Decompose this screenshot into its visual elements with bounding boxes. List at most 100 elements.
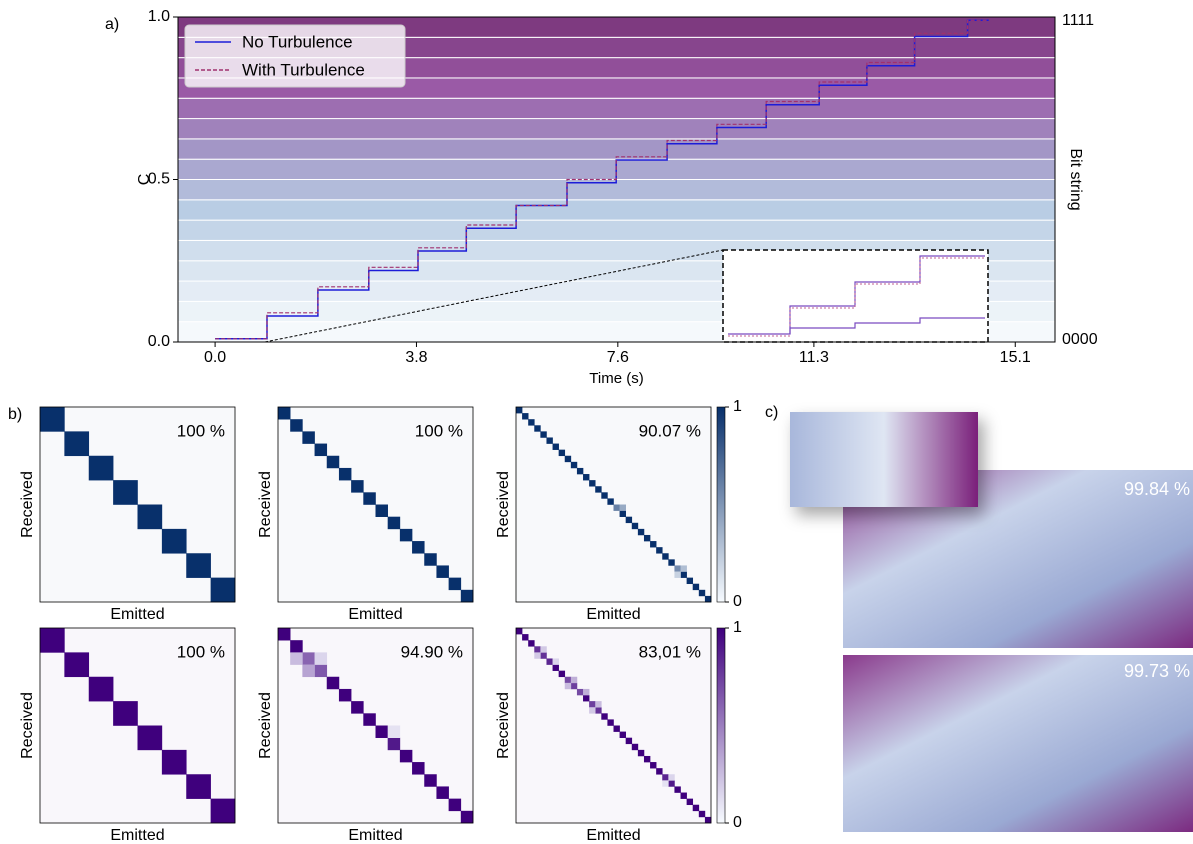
- heatmap-cell: [565, 456, 571, 462]
- heatmap-cell: [589, 480, 595, 486]
- heatmap-cell: [595, 701, 601, 707]
- heatmap-cell: [400, 529, 412, 541]
- x-axis-label: Emitted: [348, 827, 402, 844]
- x-tick-label: 7.6: [607, 349, 629, 366]
- heatmap-cell: [668, 559, 674, 565]
- heatmap-cell: [565, 677, 571, 683]
- x-tick-label: 11.3: [799, 349, 829, 366]
- heatmap-cell: [290, 640, 302, 652]
- heatmap-cell: [388, 517, 400, 529]
- background-band: [178, 200, 1055, 220]
- heatmap-cell: [656, 547, 662, 553]
- x-tick-label: 0.0: [204, 349, 226, 366]
- heatmap-cell: [528, 640, 534, 646]
- heatmap-cell: [693, 805, 699, 811]
- heatmap-cell: [89, 456, 114, 481]
- heatmap-cell: [674, 572, 680, 578]
- heatmap-cell: [186, 774, 211, 799]
- heatmap-cell: [302, 431, 314, 443]
- accuracy-label: 94.90 %: [401, 642, 463, 661]
- heatmap-cell: [601, 713, 607, 719]
- heatmap-cell: [687, 799, 693, 805]
- heatmap-cell: [553, 444, 559, 450]
- heatmap-cell: [687, 578, 693, 584]
- x-axis-label: Time (s): [589, 370, 643, 387]
- heatmap-cell: [674, 565, 680, 571]
- y-axis-label: C: [136, 174, 153, 186]
- heatmap-cell: [290, 419, 302, 431]
- heatmap-cell: [589, 701, 595, 707]
- x-tick-label: 15.1: [1000, 349, 1031, 366]
- heatmap-cell: [577, 689, 583, 695]
- x-tick-label: 3.8: [405, 349, 427, 366]
- y2-tick-label: 0000: [1062, 331, 1098, 348]
- heatmap-cell: [363, 492, 375, 504]
- heatmap-cell: [534, 646, 540, 652]
- heatmap-cell: [546, 658, 552, 664]
- heatmap-cell: [528, 419, 534, 425]
- y-axis-label: Received: [257, 692, 274, 759]
- heatmap-cell: [699, 590, 705, 596]
- heatmap-cell: [534, 652, 540, 658]
- heatmap-cell: [626, 517, 632, 523]
- y-axis-label: Received: [495, 471, 512, 538]
- heatmap-cell: [436, 786, 448, 798]
- heatmap-cell: [553, 658, 559, 664]
- heatmap-cell: [138, 726, 163, 751]
- heatmap-cell: [614, 726, 620, 732]
- heatmap-cell: [638, 529, 644, 535]
- background-band: [178, 119, 1055, 139]
- heatmap-cell: [302, 665, 314, 677]
- y-tick-label: 1.0: [148, 8, 170, 25]
- x-axis-label: Emitted: [110, 606, 164, 623]
- heatmap-cell: [571, 683, 577, 689]
- heatmap-cell: [650, 541, 656, 547]
- heatmap-cell: [559, 450, 565, 456]
- accuracy-label: 100 %: [177, 642, 225, 661]
- heatmap-cell: [162, 750, 187, 775]
- heatmap-cell: [705, 817, 711, 823]
- x-axis-label: Emitted: [348, 606, 402, 623]
- heatmap-cell: [693, 584, 699, 590]
- heatmap-cell: [583, 474, 589, 480]
- heatmap-cell: [315, 665, 327, 677]
- colorbar-tick-label: 1: [733, 398, 742, 415]
- heatmap-cell: [662, 780, 668, 786]
- legend-label: No Turbulence: [242, 32, 353, 51]
- heatmap-cell: [400, 750, 412, 762]
- heatmap-cell: [650, 762, 656, 768]
- accuracy-label: 99.73 %: [1124, 661, 1190, 681]
- image-panel: 99.84 % 99.73 %: [790, 412, 1193, 832]
- heatmap-cell: [339, 468, 351, 480]
- heatmap-cell: [339, 689, 351, 701]
- heatmap-cell: [601, 492, 607, 498]
- image: [790, 412, 978, 507]
- heatmap-cell: [327, 456, 339, 468]
- heatmap-cell: [595, 707, 601, 713]
- heatmap-cell: [162, 529, 187, 554]
- heatmap-cell: [516, 407, 522, 413]
- accuracy-label: 99.84 %: [1124, 479, 1190, 499]
- figure: 0.03.87.611.315.10.00.51.0Time (s)CBit s…: [0, 0, 1193, 844]
- heatmap-cell: [583, 695, 589, 701]
- background-band: [178, 98, 1055, 118]
- colorbar-tick-label: 1: [733, 619, 742, 636]
- heatmap-cell: [681, 793, 687, 799]
- heatmap-cell: [638, 750, 644, 756]
- accuracy-label: 90.07 %: [639, 421, 701, 440]
- heatmap-cell: [571, 677, 577, 683]
- heatmap-cell: [546, 437, 552, 443]
- background-band: [178, 220, 1055, 240]
- heatmap-cell: [315, 444, 327, 456]
- heatmap-cell: [516, 628, 522, 634]
- heatmap-cell: [40, 407, 65, 432]
- heatmap-cell: [461, 811, 473, 823]
- heatmap-cell: [565, 683, 571, 689]
- heatmap-cell: [412, 762, 424, 774]
- heatmap-cell: [327, 677, 339, 689]
- heatmap-cell: [607, 498, 613, 504]
- x-axis-label: Emitted: [586, 827, 640, 844]
- heatmap-cell: [553, 665, 559, 671]
- heatmap-cell: [290, 652, 302, 664]
- heatmap-cell: [388, 726, 400, 738]
